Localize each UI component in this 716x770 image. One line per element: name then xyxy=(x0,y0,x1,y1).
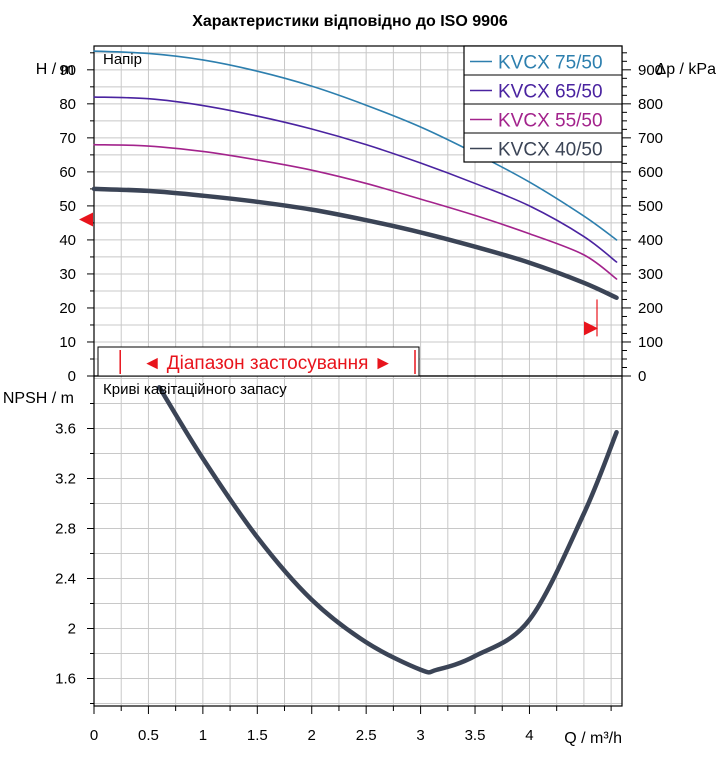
axis-labels: 0102030405060708090010020030040050060070… xyxy=(55,62,663,744)
head-curve-kvcx-75-50 xyxy=(93,50,618,241)
application-range-label: ◄ Діапазон застосування ► xyxy=(143,353,393,374)
head-curve-kvcx-40-50 xyxy=(91,186,619,300)
head-tick-label: 80 xyxy=(59,96,76,113)
head-tick-label: 50 xyxy=(59,198,76,215)
flow-tick-label: 4 xyxy=(525,727,533,744)
flow-axis-title: Q / m³/h xyxy=(564,730,622,747)
npsh-tick-label: 2 xyxy=(68,621,76,638)
npsh-tick-label: 1.6 xyxy=(55,671,76,688)
head-tick-label: 0 xyxy=(68,368,76,385)
application-range: ◄ Діапазон застосування ► xyxy=(79,212,598,377)
axis-ticks xyxy=(87,52,631,714)
pressure-tick-label: 0 xyxy=(638,368,646,385)
npsh-tick-label: 2.8 xyxy=(55,521,76,538)
npsh-grid xyxy=(94,376,622,706)
npsh-axis-title: NPSH / m xyxy=(3,390,74,407)
head-tick-label: 30 xyxy=(59,266,76,283)
head-panel-title: Напір xyxy=(103,51,142,68)
legend-entry-label: KVCX 40/50 xyxy=(498,140,603,161)
pressure-tick-label: 300 xyxy=(638,266,663,283)
pressure-tick-label: 600 xyxy=(638,164,663,181)
range-banner-box xyxy=(97,346,420,377)
legend-entry-label: KVCX 55/50 xyxy=(498,111,603,132)
legend-entry-label: KVCX 65/50 xyxy=(498,82,603,103)
head-tick-label: 90 xyxy=(59,62,76,79)
range-marker-right xyxy=(584,321,598,336)
npsh-curve xyxy=(157,385,619,675)
flow-tick-label: 2.5 xyxy=(356,727,377,744)
head-tick-label: 70 xyxy=(59,130,76,147)
flow-tick-label: 3 xyxy=(416,727,424,744)
pressure-tick-label: 400 xyxy=(638,232,663,249)
flow-tick-label: 1 xyxy=(199,727,207,744)
npsh-tick-label: 3.6 xyxy=(55,421,76,438)
flow-tick-label: 0 xyxy=(90,727,98,744)
pressure-tick-label: 100 xyxy=(638,334,663,351)
head-tick-label: 20 xyxy=(59,300,76,317)
range-marker-left xyxy=(79,212,93,227)
npsh-panel-title: Криві кавітаційного запасу xyxy=(103,381,287,398)
pressure-tick-label: 900 xyxy=(638,62,663,79)
flow-tick-label: 2 xyxy=(308,727,316,744)
head-tick-label: 60 xyxy=(59,164,76,181)
head-tick-label: 40 xyxy=(59,232,76,249)
flow-tick-label: 0.5 xyxy=(138,727,159,744)
npsh-tick-label: 2.4 xyxy=(55,571,76,588)
head-curve-kvcx-65-50 xyxy=(93,96,618,263)
pressure-tick-label: 200 xyxy=(638,300,663,317)
chart-title: Характеристики відповідно до ISO 9906 xyxy=(192,13,508,30)
head-tick-label: 10 xyxy=(59,334,76,351)
pressure-axis-title: Δp / kPa xyxy=(656,61,716,78)
pressure-tick-label: 800 xyxy=(638,96,663,113)
flow-tick-label: 3.5 xyxy=(465,727,486,744)
flow-tick-label: 1.5 xyxy=(247,727,268,744)
pressure-tick-label: 700 xyxy=(638,130,663,147)
legend: KVCX 75/50 KVCX 65/50 KVCX 55/50 KVCX 40/50 xyxy=(463,45,623,163)
legend-entry-label: KVCX 75/50 xyxy=(498,53,603,74)
head-curve-kvcx-55-50 xyxy=(93,143,618,280)
npsh-panel-frame xyxy=(93,375,623,707)
head-axis-title: H / m xyxy=(36,61,74,78)
npsh-tick-label: 3.2 xyxy=(55,471,76,488)
curves xyxy=(91,50,619,675)
pressure-tick-label: 500 xyxy=(638,198,663,215)
